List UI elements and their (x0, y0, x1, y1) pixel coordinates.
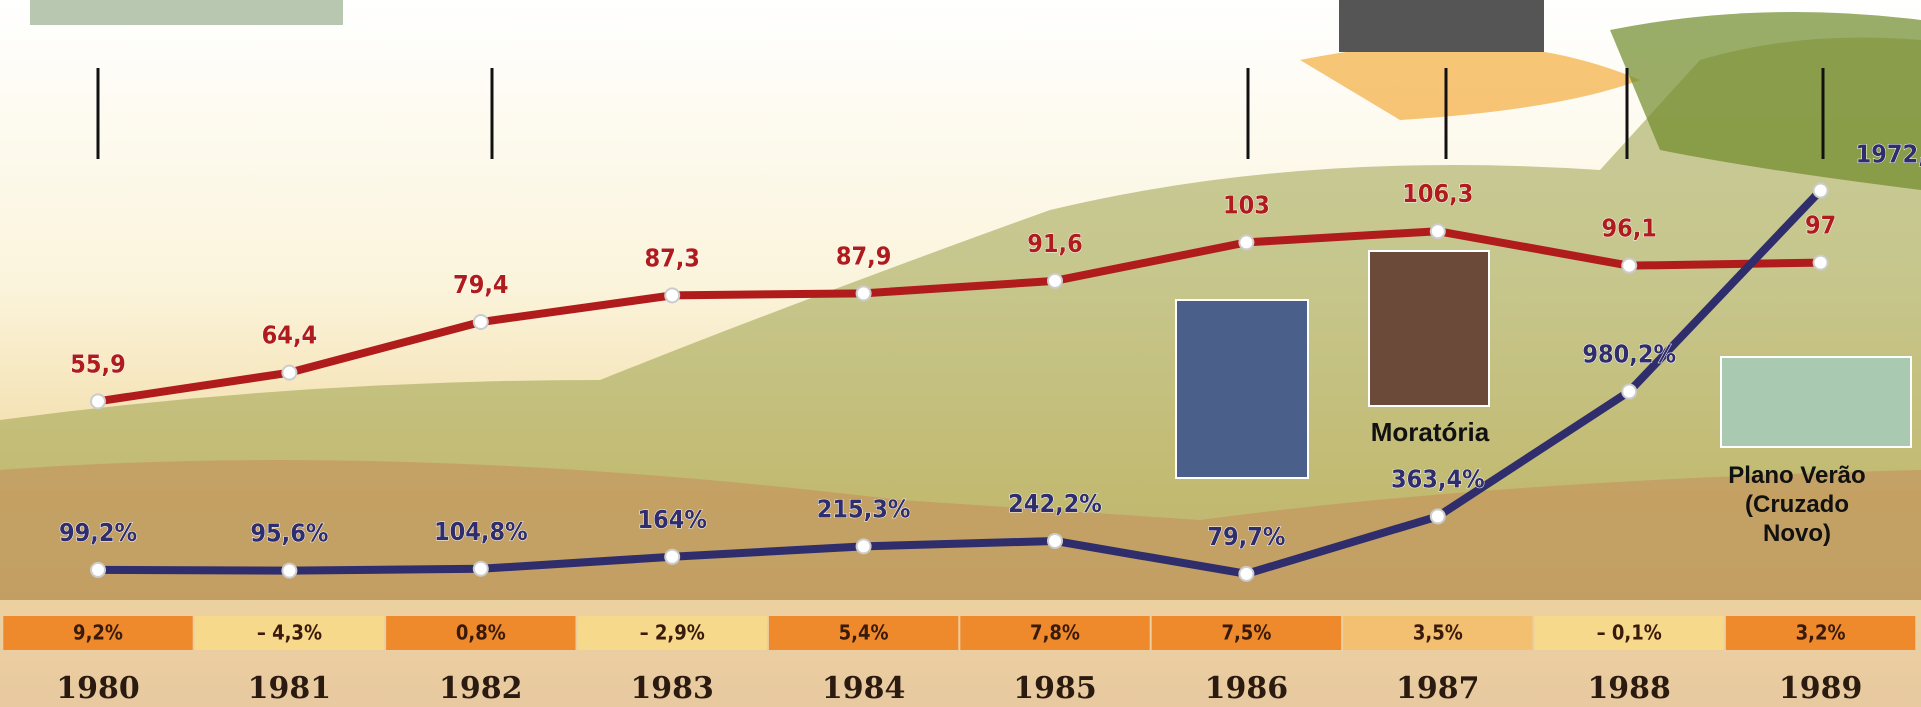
point (1431, 509, 1445, 523)
value-label: 87,3 (644, 243, 700, 272)
gdp-label: 9,2% (73, 621, 123, 645)
photo (1176, 300, 1308, 478)
photo (1369, 251, 1489, 406)
x-tick-label: 1988 (1587, 671, 1671, 706)
point (857, 286, 871, 300)
value-label: 1972,9% (1856, 139, 1921, 168)
value-label: 363,4% (1391, 464, 1485, 493)
gdp-label: – 0,1% (1597, 621, 1662, 645)
point (857, 539, 871, 553)
point (1239, 235, 1253, 249)
banknote-image (1721, 357, 1911, 447)
top-image (30, 0, 343, 25)
x-tick-label: 1986 (1205, 671, 1289, 706)
x-tick-label: 1987 (1396, 671, 1480, 706)
x-tick-label: 1981 (248, 671, 332, 706)
point (1814, 183, 1828, 197)
value-label: 87,9 (836, 241, 892, 270)
x-tick-label: 1980 (56, 671, 140, 706)
value-label: 79,4 (453, 270, 509, 299)
point (91, 563, 105, 577)
page: Moratória 9,2% – 4,3% 0,8% – 2,9% 5,4% 7,8% 7,… (0, 0, 1921, 707)
value-label: 64,4 (262, 321, 318, 350)
point (1048, 534, 1062, 548)
x-tick-label: 1984 (822, 671, 906, 706)
annotation: Moratória (1371, 417, 1490, 447)
gdp-label: 3,5% (1413, 621, 1463, 645)
value-label: 106,3 (1402, 179, 1473, 208)
gdp-label: 5,4% (839, 621, 889, 645)
point (282, 366, 296, 380)
point (282, 564, 296, 578)
gdp-label: 0,8% (456, 621, 506, 645)
x-tick-label: 1983 (630, 671, 714, 706)
top-photo (1339, 0, 1544, 52)
value-label: 980,2% (1582, 340, 1676, 369)
point (1048, 274, 1062, 288)
annotation: Plano Verão (Cruzado Novo) (1722, 462, 1872, 548)
point (1622, 385, 1636, 399)
value-label: 55,9 (70, 349, 126, 378)
x-tick-label: 1982 (439, 671, 523, 706)
value-label: 97 (1805, 211, 1836, 240)
point (91, 394, 105, 408)
chart: Moratória 9,2% – 4,3% 0,8% – 2,9% 5,4% 7,8% 7,… (0, 0, 1921, 707)
gdp-label: 7,8% (1030, 621, 1080, 645)
point (665, 550, 679, 564)
value-label: 164% (637, 505, 706, 534)
value-label: 99,2% (59, 518, 137, 547)
gdp-label: – 4,3% (257, 621, 322, 645)
value-label: 242,2% (1008, 489, 1102, 518)
point (1431, 224, 1445, 238)
point (474, 562, 488, 576)
value-label: 104,8% (434, 517, 528, 546)
point (1239, 567, 1253, 581)
value-label: 215,3% (817, 494, 911, 523)
value-label: 95,6% (250, 519, 328, 548)
x-tick-label: 1989 (1779, 671, 1863, 706)
point (1622, 259, 1636, 273)
gdp-label: – 2,9% (640, 621, 705, 645)
value-label: 91,6 (1027, 229, 1083, 258)
gdp-label: 3,2% (1796, 621, 1846, 645)
gdp-label: 7,5% (1221, 621, 1271, 645)
x-tick-label: 1985 (1013, 671, 1097, 706)
point (1814, 256, 1828, 270)
point (665, 288, 679, 302)
value-label: 103 (1223, 190, 1270, 219)
value-label: 96,1 (1601, 214, 1657, 243)
value-label: 79,7% (1207, 522, 1285, 551)
point (474, 315, 488, 329)
